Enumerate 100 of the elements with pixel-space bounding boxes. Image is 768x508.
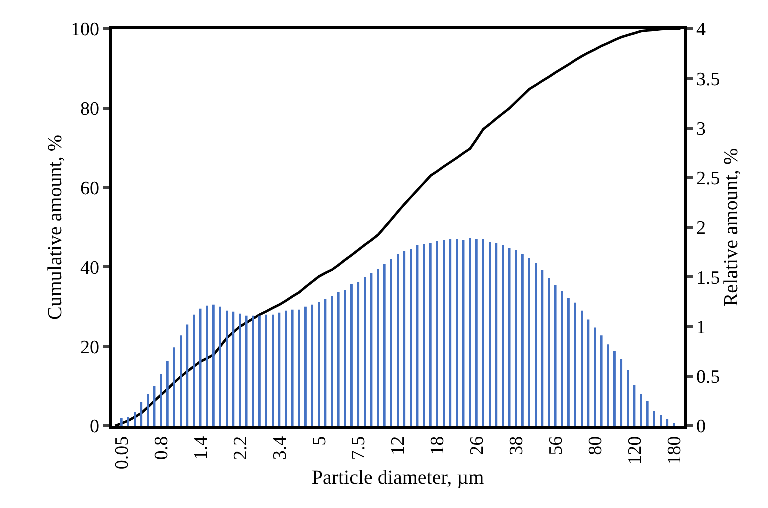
bar [219,306,222,426]
bar [620,360,623,426]
bar [199,308,202,426]
y2-tick-label: 3.5 [696,69,720,90]
bar [528,258,530,426]
bar [666,419,669,426]
bar [613,352,616,426]
y2-tick-label: 2 [696,218,706,240]
bar [370,273,373,426]
bar [660,415,662,426]
bar [324,298,327,426]
bar [495,243,498,426]
x-axis-title: Particle diameter, µm [312,467,485,490]
bar [357,282,360,426]
x-tick-label: 18 [428,436,449,456]
x-tick-label: 5 [309,436,330,446]
y-axis-title: Cumulative amount, % [44,135,66,320]
bar [436,241,438,426]
y2-axis-title: Relative amount, % [720,148,742,307]
bar [397,254,399,426]
bar [193,314,196,426]
bar [594,328,596,426]
bar [304,306,307,426]
y2-tick-label: 2.5 [696,168,720,190]
bar [226,310,228,426]
x-tick-label: 56 [546,436,567,456]
x-tick-label: 12 [388,436,410,456]
bar [166,361,169,426]
x-tick-label: 120 [624,436,646,465]
bar [364,277,366,426]
bar [554,285,557,426]
x-tick-label: 38 [506,436,528,456]
bar [206,306,208,426]
bar [344,290,346,426]
bar [258,316,261,426]
bar [153,386,156,426]
bar [482,239,484,426]
bar [337,292,340,426]
bar [521,254,524,426]
bar [377,269,380,426]
x-tick-label: 0.8 [151,436,172,460]
x-tick-label: 180 [664,436,686,465]
y2-tick-label: 3 [696,118,706,140]
y2-tick-label: 0 [696,416,706,438]
y2-tick-label: 4 [696,20,707,41]
y2-tick-label: 0.5 [696,367,720,388]
bar [285,310,288,426]
bar [462,240,465,426]
y-tick-label: 100 [70,20,100,41]
bar [403,251,406,426]
bar [423,244,426,426]
y2-tick-label: 1.5 [696,268,720,289]
bar [515,250,518,426]
bar [120,418,123,426]
bar [475,239,478,426]
y-tick-label: 60 [80,178,100,200]
x-tick-label: 2.2 [230,436,252,460]
y-tick-label: 20 [80,337,100,358]
bar [383,264,386,426]
bar [239,314,242,426]
bar [416,245,419,426]
bar [212,304,215,426]
bar [186,324,189,426]
bar [548,278,550,426]
bar [456,239,458,426]
bar [587,320,590,426]
bar [265,314,268,426]
bar [673,423,676,426]
bar [449,239,452,426]
bar [443,240,446,426]
x-tick-label: 0.05 [112,436,134,470]
y2-tick-label: 1 [696,317,706,338]
bar [429,243,432,426]
bar [180,336,182,426]
bar [350,284,353,426]
bar [390,259,392,426]
x-tick-label: 3.4 [270,436,291,460]
bar [134,412,136,426]
bar [291,310,294,426]
y-tick-label: 80 [80,99,100,120]
bar [298,310,300,426]
bar [318,302,320,426]
bar [410,249,412,426]
bar [147,394,150,426]
bar [640,394,642,426]
bar [311,304,314,426]
bar [469,238,472,426]
bar [232,312,235,426]
line-series [114,29,682,426]
bar [581,310,584,426]
bar [574,302,576,426]
bar [140,402,143,426]
x-tick-label: 80 [585,436,606,456]
y-tick-label: 40 [80,258,100,279]
bar [245,316,248,426]
bar [646,401,649,426]
bar [567,298,570,426]
bar [508,248,511,426]
bar [502,245,504,426]
x-tick-label: 1.4 [190,436,212,460]
